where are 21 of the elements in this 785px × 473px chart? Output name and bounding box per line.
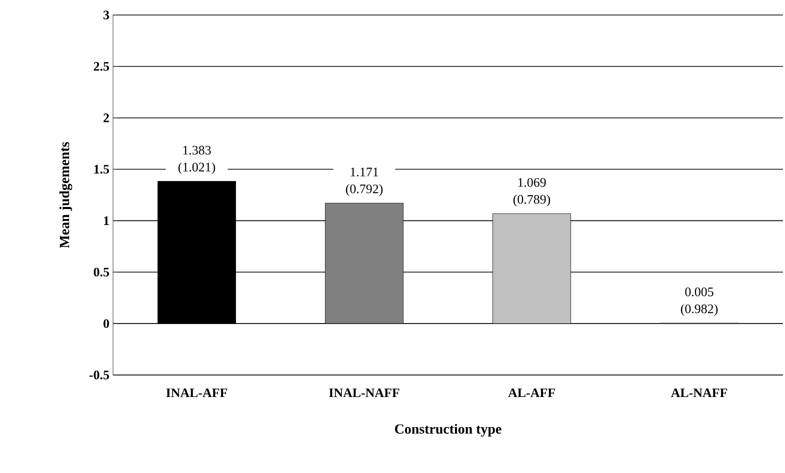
- data-label: 1.069 (0.789): [513, 178, 550, 206]
- y-tick-label: -0.5: [89, 370, 110, 380]
- y-tick-label: 2.5: [94, 62, 110, 71]
- bar: [492, 213, 571, 324]
- y-tick-label: 0.5: [94, 268, 110, 277]
- y-axis-title: Mean judgements: [59, 142, 72, 248]
- y-tick-label: 3: [104, 10, 110, 20]
- bar: [325, 202, 404, 324]
- y-tick-label: 0: [104, 319, 109, 328]
- y-tick-label: 1: [104, 216, 109, 225]
- x-tick-label: AL-NAFF: [670, 388, 728, 398]
- y-tick-label: 2: [104, 114, 109, 122]
- x-tick-label: AL-AFF: [508, 388, 555, 398]
- data-label: 0.005 (0.982): [680, 288, 718, 316]
- x-tick-label: INAL-AFF: [166, 388, 228, 398]
- x-axis-title: Construction type: [395, 424, 502, 437]
- data-label: 1.171 (0.792): [346, 168, 383, 196]
- x-tick-label: INAL-NAFF: [329, 388, 400, 398]
- y-tick-label: 1.5: [94, 164, 110, 174]
- bar: [158, 181, 236, 324]
- data-label: 1.383 (1.021): [178, 146, 216, 174]
